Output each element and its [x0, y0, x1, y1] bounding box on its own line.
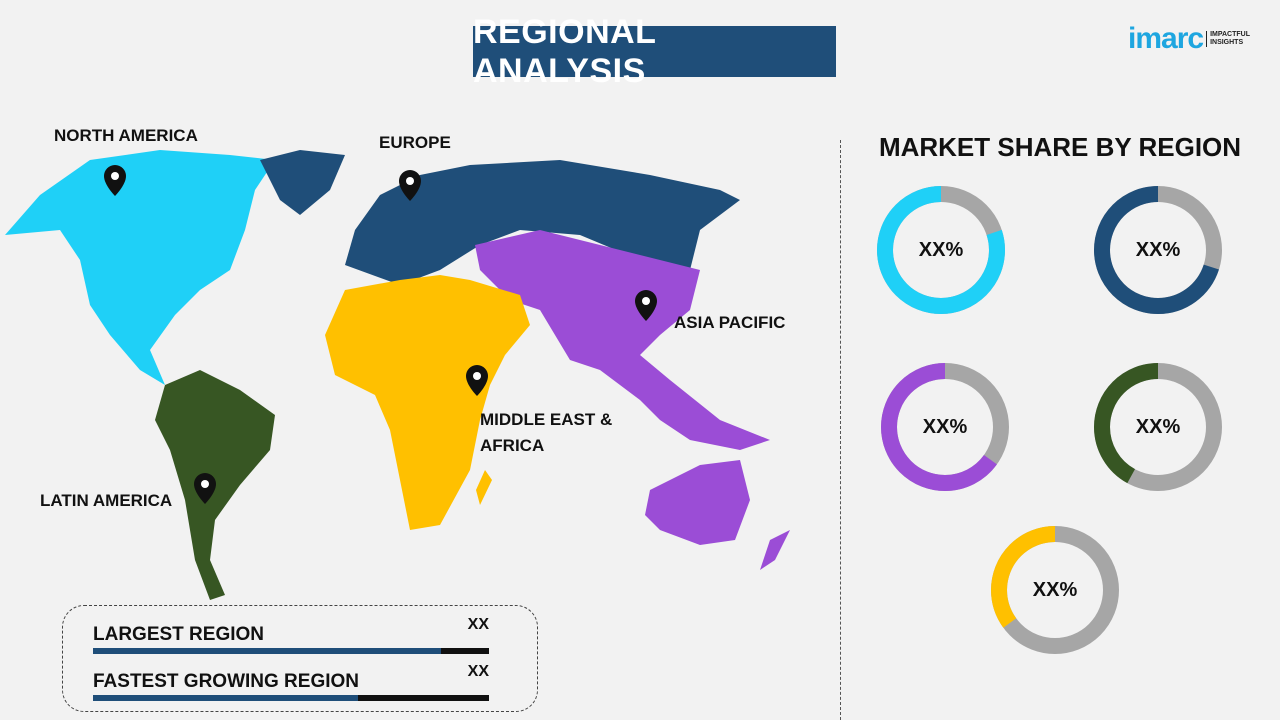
- imarc-logo: imarc IMPACTFUL INSIGHTS: [1128, 22, 1250, 56]
- map-pin-icon: [194, 473, 216, 504]
- donut-label: XX%: [1135, 415, 1181, 438]
- summary-row-largest: LARGEST REGION XX: [93, 616, 489, 654]
- region-new-zealand: [760, 530, 790, 570]
- summary-value: XX: [467, 616, 489, 633]
- summary-label: FASTEST GROWING REGION: [93, 671, 360, 692]
- donut-share: [1094, 363, 1222, 491]
- logo-tagline: IMPACTFUL INSIGHTS: [1206, 31, 1250, 47]
- donut-chart: XX%: [1093, 185, 1223, 315]
- summary-label: LARGEST REGION: [93, 624, 265, 645]
- summary-box: LARGEST REGION XX FASTEST GROWING REGION…: [62, 605, 538, 712]
- world-map: [5, 150, 790, 600]
- label-north-america: NORTH AMERICA: [54, 126, 198, 145]
- donut-share: [1094, 186, 1222, 314]
- region-middle-east-africa: [325, 275, 530, 530]
- region-australia: [645, 460, 750, 545]
- donut-label: XX%: [922, 415, 968, 438]
- region-europe-russia: [345, 160, 740, 285]
- donut-share: [881, 363, 1009, 491]
- label-middle-east-africa: MIDDLE EAST & AFRICA: [480, 410, 613, 455]
- donut-label: XX%: [1032, 578, 1078, 601]
- donut-share: [991, 526, 1119, 654]
- donut-chart: XX%: [1093, 362, 1223, 492]
- summary-value: XX: [467, 663, 489, 680]
- logo-brand: imarc: [1128, 22, 1204, 55]
- label-latin-america: LATIN AMERICA: [40, 491, 173, 510]
- map-pin-icon: [399, 170, 421, 201]
- summary-row-fastest: FASTEST GROWING REGION XX: [93, 663, 489, 701]
- donut-chart: XX%: [990, 525, 1120, 655]
- map-pin-icon: [635, 290, 657, 321]
- donut-share: [877, 186, 1005, 314]
- region-madagascar: [476, 470, 492, 505]
- progress-bar: [93, 648, 489, 654]
- page-title: REGIONAL ANALYSIS: [473, 13, 836, 90]
- divider: [840, 140, 841, 720]
- donut-chart: XX%: [880, 362, 1010, 492]
- map-pin-icon: [104, 165, 126, 196]
- region-north-america: [5, 150, 275, 385]
- donut-chart: XX%: [876, 185, 1006, 315]
- label-asia-pacific: ASIA PACIFIC: [674, 313, 786, 332]
- region-asia-pacific: [475, 230, 770, 450]
- donut-label: XX%: [918, 238, 964, 261]
- map-pin-icon: [466, 365, 488, 396]
- market-share-title: MARKET SHARE BY REGION: [878, 132, 1242, 162]
- region-greenland: [260, 150, 345, 215]
- progress-bar: [93, 695, 489, 701]
- label-europe: EUROPE: [379, 133, 451, 152]
- donut-label: XX%: [1135, 238, 1181, 261]
